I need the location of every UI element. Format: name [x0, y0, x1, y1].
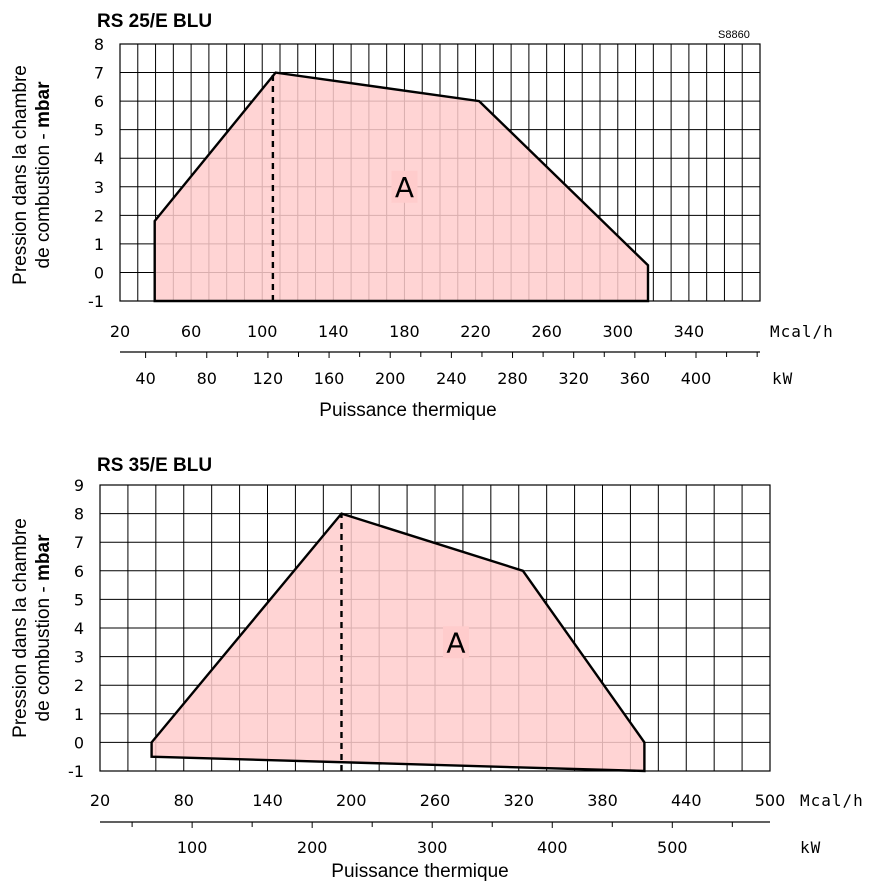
x-tick-label-kw: 100	[177, 838, 208, 857]
x-unit-kw: kW	[800, 838, 821, 857]
x-unit-mcal: Mcal/h	[770, 322, 834, 341]
x-tick-label-kw: 320	[558, 369, 589, 388]
x-tick-label-kw: 400	[537, 838, 568, 857]
region-label-group: A	[442, 626, 469, 659]
x-axis-label: Puissance thermique	[319, 400, 496, 421]
x-tick-label-mcal: 220	[460, 322, 491, 341]
kw-axis	[120, 351, 760, 358]
y-axis-label-text: de combustion -	[33, 581, 54, 721]
x-tick-label-kw: 280	[497, 369, 528, 388]
y-axis-label-line1: Pression dans la chambre	[10, 518, 31, 738]
x-tick-label-mcal: 500	[755, 791, 786, 810]
y-tick-label: 4	[74, 619, 84, 638]
y-axis-label-text: de combustion -	[33, 128, 54, 268]
y-tick-label: 7	[74, 533, 84, 552]
y-axis-label-line2: de combustion - mbar	[33, 534, 54, 722]
x-tick-label-kw: 200	[375, 369, 406, 388]
x-tick-labels-kw: 100 200 300 400 500	[177, 838, 688, 857]
y-tick-labels: -1 0 1 2 3 4 5 6 7 8	[88, 35, 104, 311]
y-tick-label: -1	[88, 292, 104, 311]
x-tick-label-kw: 300	[417, 838, 448, 857]
x-tick-label-mcal: 440	[671, 791, 702, 810]
x-tick-label-mcal: 320	[503, 791, 534, 810]
x-tick-label-mcal: 380	[587, 791, 618, 810]
y-tick-label: 6	[94, 92, 104, 111]
y-tick-labels: -1 0 1 2 3 4 5 6 7 8 9	[68, 476, 84, 781]
plot-frame	[119, 43, 761, 302]
x-tick-label-mcal: 140	[252, 791, 283, 810]
y-tick-label: 2	[94, 206, 104, 225]
x-tick-label-mcal: 20	[90, 791, 110, 810]
region-label: A	[446, 626, 465, 659]
operating-region	[150, 512, 646, 773]
region-label: A	[395, 171, 414, 204]
y-tick-label: 5	[94, 121, 104, 140]
x-tick-label-mcal: 260	[420, 791, 451, 810]
kw-axis	[100, 821, 770, 828]
x-unit-kw: kW	[772, 369, 793, 388]
x-tick-label-mcal: 260	[531, 322, 562, 341]
chart-rs35: RS 35/E BLU Pression dans la chambre de …	[10, 455, 864, 881]
x-tick-label-mcal: 140	[318, 322, 349, 341]
x-tick-label-kw: 400	[681, 369, 712, 388]
y-tick-label: 0	[74, 733, 84, 752]
x-tick-label-mcal: 100	[247, 322, 278, 341]
y-tick-label: 2	[74, 676, 84, 695]
x-tick-labels-mcal: 20 80 140 200 260 320 380 440 500	[90, 791, 785, 810]
chart-rs25: RS 25/E BLU S8860 Pression dans la chamb…	[10, 11, 834, 421]
y-tick-label: 3	[74, 648, 84, 667]
chart-title: RS 35/E BLU	[97, 455, 212, 476]
x-tick-label-kw: 80	[197, 369, 217, 388]
y-tick-label: 7	[94, 64, 104, 83]
x-tick-label-mcal: 300	[603, 322, 634, 341]
y-axis-label-line1: Pression dans la chambre	[10, 65, 31, 285]
x-tick-label-mcal: 340	[674, 322, 705, 341]
x-tick-label-kw: 160	[314, 369, 345, 388]
y-tick-label: 8	[94, 35, 104, 54]
figure-reference: S8860	[718, 29, 750, 41]
x-tick-label-kw: 40	[135, 369, 155, 388]
x-tick-label-mcal: 180	[389, 322, 420, 341]
chart-title: RS 25/E BLU	[97, 11, 212, 32]
y-tick-label: 6	[74, 562, 84, 581]
x-tick-label-kw: 500	[657, 838, 688, 857]
y-tick-label: 1	[74, 705, 84, 724]
x-tick-label-mcal: 80	[174, 791, 194, 810]
x-tick-labels-kw: 40 80 120 160 200 240 280 320 360 400	[135, 369, 711, 388]
y-axis-label-unit: mbar	[33, 534, 54, 581]
y-tick-label: 8	[74, 505, 84, 524]
y-tick-label: 5	[74, 590, 84, 609]
x-tick-label-kw: 200	[297, 838, 328, 857]
x-tick-label-mcal: 20	[110, 322, 130, 341]
y-tick-label: 4	[94, 149, 104, 168]
y-tick-label: 3	[94, 178, 104, 197]
x-tick-labels-mcal: 20 60 100 140 180 220 260 300 340	[110, 322, 704, 341]
x-axis-label: Puissance thermique	[331, 861, 508, 881]
y-axis-label-unit: mbar	[33, 81, 54, 128]
y-tick-label: 0	[94, 263, 104, 282]
x-tick-label-mcal: 60	[181, 322, 201, 341]
y-tick-label: 9	[74, 476, 84, 495]
y-axis-label-line2: de combustion - mbar	[33, 81, 54, 269]
x-tick-label-mcal: 200	[336, 791, 367, 810]
x-tick-label-kw: 120	[253, 369, 284, 388]
plot-frame	[99, 484, 771, 772]
region-label-background	[442, 626, 469, 659]
x-unit-mcal: Mcal/h	[800, 791, 864, 810]
y-tick-label: 1	[94, 235, 104, 254]
x-tick-label-kw: 360	[620, 369, 651, 388]
x-tick-label-kw: 240	[436, 369, 467, 388]
y-tick-label: -1	[68, 762, 84, 781]
region-label-group: A	[391, 170, 418, 204]
region-label-background	[391, 170, 418, 203]
